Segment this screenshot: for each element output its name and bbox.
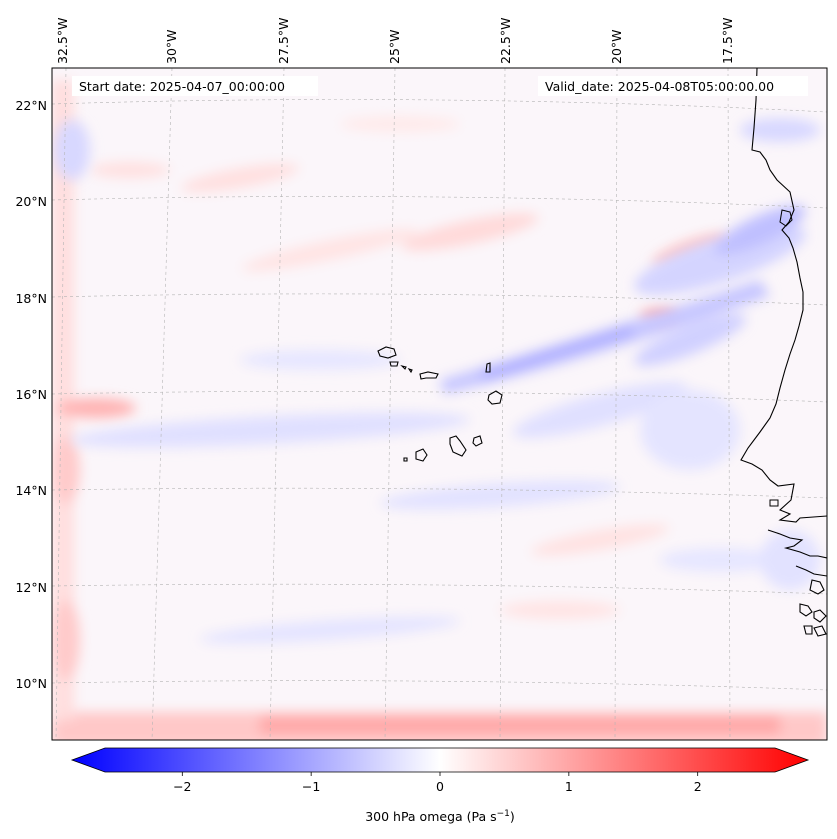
omega-negative-bands [54,118,820,644]
omega-field [52,68,827,740]
lon-label: 25°W [387,29,402,64]
colorbar-tick-label: 1 [565,779,573,794]
lat-label: 16°N [15,387,47,402]
colorbar-label: 300 hPa omega (Pa s−1) [365,809,515,824]
lat-label: 14°N [15,483,47,498]
colorbar-scale [70,747,810,773]
valid-date-label: Valid_date: 2025-04-08T05:00:00.00 [545,79,774,94]
start-date-label: Start date: 2025-04-07_00:00:00 [79,79,285,94]
lat-label: 20°N [15,194,47,209]
colorbar: −2 −1 0 1 2 300 hPa omega (Pa s−1) [70,747,810,824]
map-panel: Start date: 2025-04-07_00:00:00 Valid_da… [51,67,828,741]
colorbar-tick-label: 2 [694,779,702,794]
colorbar-tick-label: −2 [173,779,191,794]
longitude-labels: 32.5°W 30°W 27.5°W 25°W 22.5°W 20°W 17.5… [55,18,735,64]
map-frame [51,67,828,741]
graticule [52,68,827,740]
colorbar-tick-label: −1 [302,779,320,794]
lon-label: 20°W [609,29,624,64]
lat-label: 18°N [15,291,47,306]
lat-label: 10°N [15,676,47,691]
lon-label: 32.5°W [55,18,70,64]
valid-date-box [538,76,808,96]
start-date-box [72,76,318,96]
lon-label: 17.5°W [720,18,735,64]
lon-label: 22.5°W [498,18,513,64]
latitude-labels: 22°N 20°N 18°N 16°N 14°N 12°N 10°N [15,98,47,691]
lon-label: 30°W [164,29,179,64]
coastal-island [779,209,793,227]
lat-label: 12°N [15,580,47,595]
colorbar-ticks: −2 −1 0 1 2 [173,772,702,794]
west-africa-coastline [740,68,827,637]
lat-label: 22°N [15,98,47,113]
lon-label: 27.5°W [276,18,291,64]
cape-verde-islands [377,346,503,462]
coastal-island [769,499,779,507]
colorbar-tick-label: 0 [436,779,444,794]
